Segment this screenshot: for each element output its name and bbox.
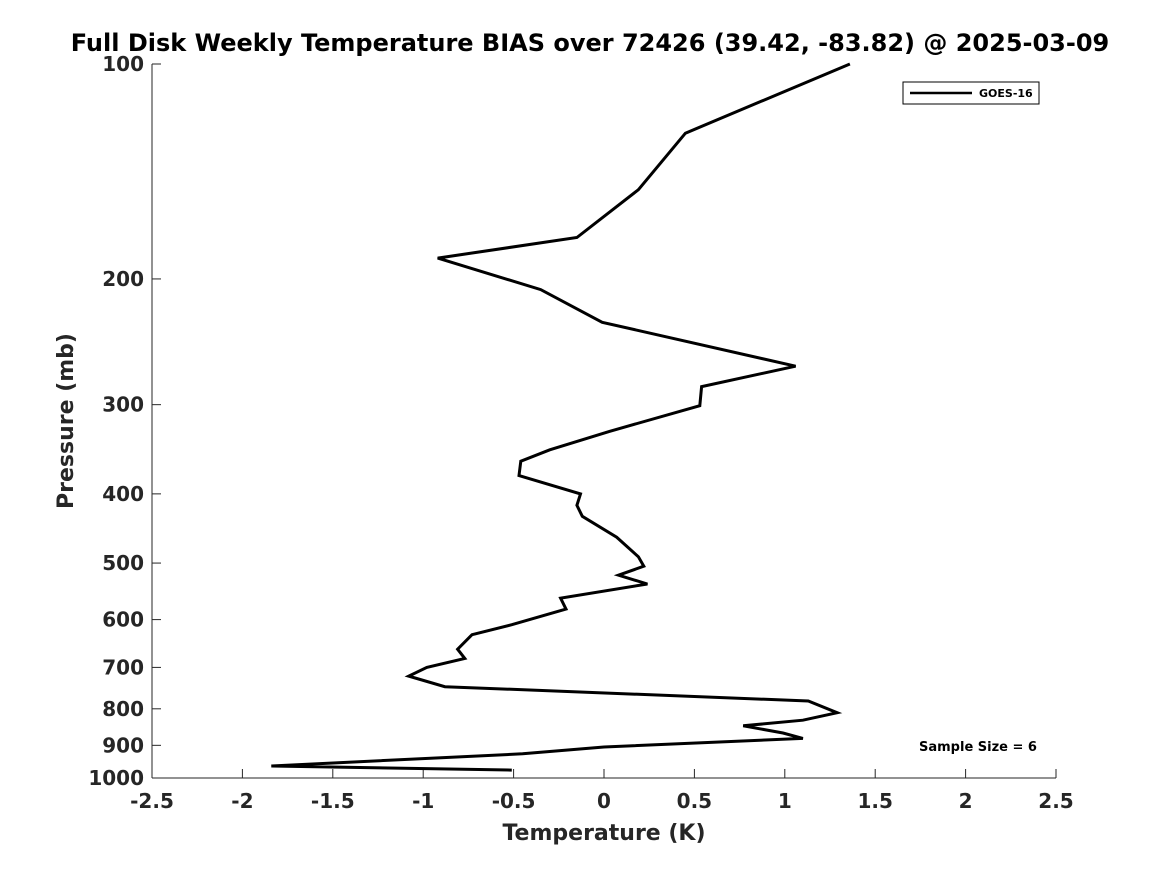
y-tick-label: 1000	[88, 766, 144, 790]
x-axis-label: Temperature (K)	[502, 821, 705, 846]
x-tick-label: 0.5	[677, 789, 712, 813]
axes: -2.5 -2 -1.5 -1 -0.5 0 0.5 1 1.5 2 2.5 100 200 300 400…	[88, 52, 1073, 813]
x-tick-label: -1	[412, 789, 434, 813]
x-tick-label: 1.5	[857, 789, 892, 813]
legend-label-goes-16: GOES-16	[979, 87, 1033, 100]
y-tick-label: 400	[102, 482, 144, 506]
y-tick-label: 500	[102, 551, 144, 575]
y-tick-label: 700	[102, 655, 144, 679]
series-line-goes-16	[271, 62, 851, 772]
x-tick-label: -0.5	[492, 789, 536, 813]
series-layer	[271, 62, 851, 772]
y-tick-label: 900	[102, 733, 144, 757]
y-tick-label: 800	[102, 697, 144, 721]
sample-size-annotation: Sample Size = 6	[919, 740, 1037, 755]
x-tick-label: -2	[231, 789, 253, 813]
y-tick-label: 100	[102, 52, 144, 76]
chart-title: Full Disk Weekly Temperature BIAS over 7…	[71, 29, 1110, 57]
y-axis-label: Pressure (mb)	[54, 333, 79, 509]
x-tick-label: 0	[597, 789, 611, 813]
x-tick-label: 1	[778, 789, 792, 813]
y-tick-label: 600	[102, 608, 144, 632]
y-tick-label: 200	[102, 267, 144, 291]
x-tick-label: 2.5	[1038, 789, 1073, 813]
x-tick-label: -1.5	[311, 789, 355, 813]
x-tick-label: 2	[959, 789, 973, 813]
y-tick-label: 300	[102, 393, 144, 417]
x-tick-label: -2.5	[130, 789, 174, 813]
legend: GOES-16	[902, 81, 1040, 105]
